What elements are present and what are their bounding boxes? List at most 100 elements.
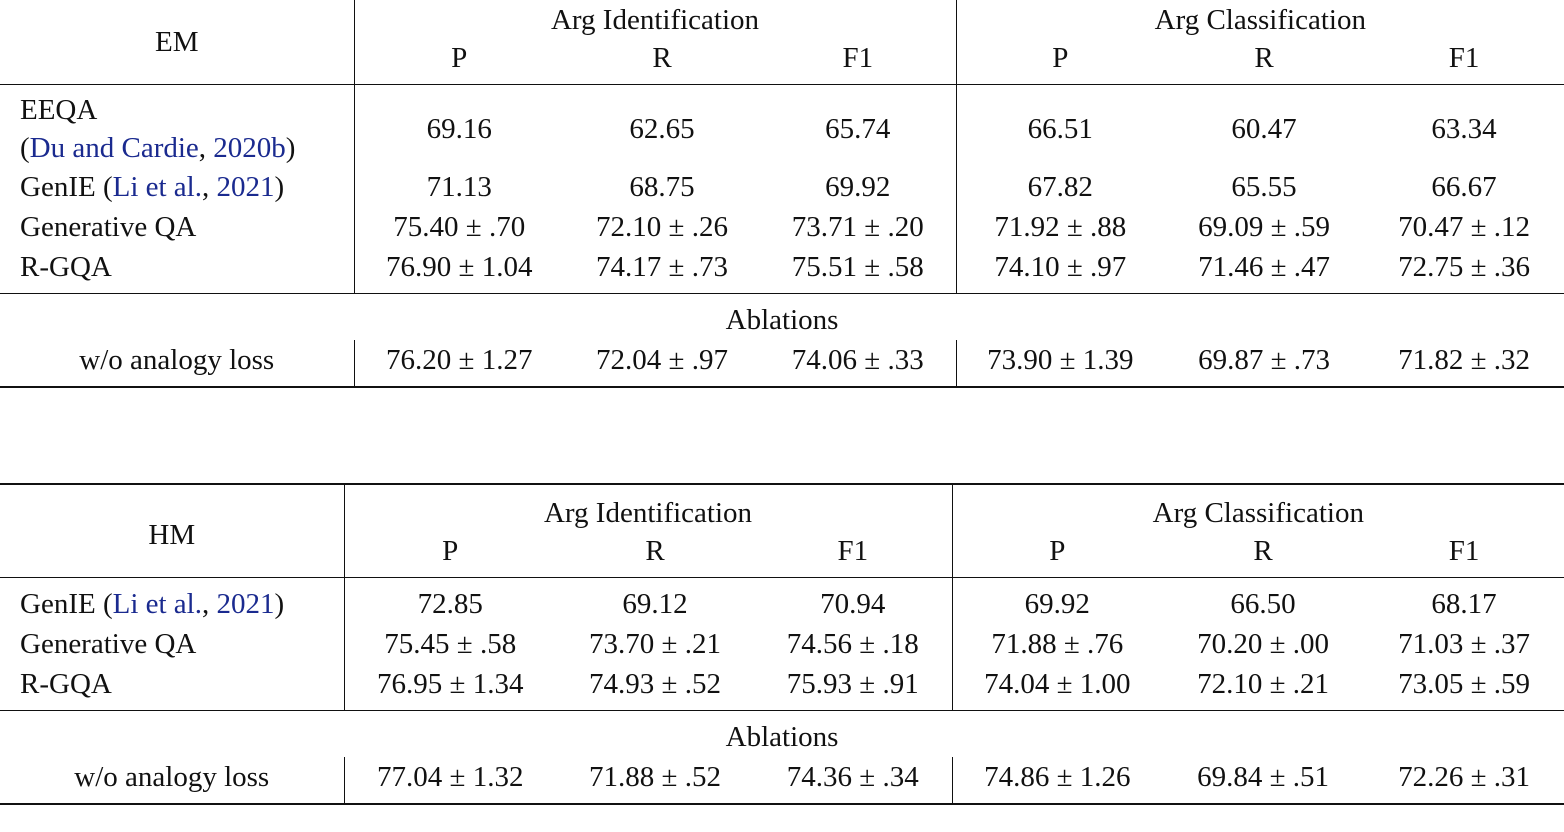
value-cell: 68.17 <box>1364 577 1564 624</box>
model-name: Generative QA <box>20 211 197 243</box>
citation-year-link[interactable]: 2020b <box>213 132 286 164</box>
value-cell: 75.40 ± .70 <box>353 207 564 247</box>
citation[interactable]: (Li et al., 2021) <box>102 588 285 620</box>
value-cell: 69.84 ± .51 <box>1162 757 1365 805</box>
value-cell: 72.85 <box>343 577 556 624</box>
value-cell: 72.04 ± .97 <box>564 340 760 388</box>
value-cell: 71.03 ± .37 <box>1398 628 1530 660</box>
citation-year-link[interactable]: 2021 <box>216 588 275 620</box>
hm-header-group-row: HM Arg Identification Arg Classification <box>0 483 1564 578</box>
value-cell: 75.51 ± .58 <box>791 251 924 283</box>
citation-authors-link[interactable]: Li et al. <box>112 171 202 203</box>
table-row: w/o analogy loss 76.20 ± 1.27 72.04 ± .9… <box>0 340 1564 388</box>
value-cell: 71.88 ± .52 <box>556 757 754 805</box>
value-cell: 73.71 ± .20 <box>791 211 924 243</box>
citation-authors-link[interactable]: Li et al. <box>112 588 202 620</box>
value-cell: 69.92 <box>825 171 891 203</box>
em-subheader-f1: F1 <box>842 42 874 74</box>
value-cell: 69.09 ± .59 <box>1198 211 1330 243</box>
value-cell: 76.90 ± 1.04 <box>353 247 564 294</box>
hm-subheader-p: P <box>951 531 1163 578</box>
citation[interactable]: (Du and Cardie, 2020b) <box>20 132 296 164</box>
hm-subheader-row: P R F1 P R F1 <box>0 531 1564 578</box>
value-cell: 72.75 ± .36 <box>1398 251 1530 283</box>
value-cell: 65.74 <box>760 84 957 167</box>
value-cell: 63.34 <box>1364 84 1564 167</box>
model-name: GenIE <box>20 171 103 203</box>
model-name: Generative QA <box>20 628 197 660</box>
em-subheader-r: R <box>652 42 672 74</box>
table-row: GenIE (Li et al., 2021) 72.85 69.12 70.9… <box>0 577 1564 624</box>
hm-subheader-p: P <box>343 531 556 578</box>
em-group-arg-classification: Arg Classification <box>955 0 1564 38</box>
value-cell: 65.55 <box>1231 171 1297 203</box>
table-row: Generative QA 75.45 ± .58 73.70 ± .21 74… <box>0 624 1564 664</box>
value-cell: 69.16 <box>353 84 564 167</box>
em-subheader-p: P <box>955 38 1165 85</box>
em-subheader-r: R <box>1254 42 1274 74</box>
value-cell: 72.26 ± .31 <box>1364 757 1564 805</box>
value-cell: 75.45 ± .58 <box>343 624 556 664</box>
value-cell: 69.92 <box>951 577 1163 624</box>
value-cell: 66.50 <box>1162 577 1365 624</box>
table-row: R-GQA 76.90 ± 1.04 74.17 ± .73 75.51 ± .… <box>0 247 1564 294</box>
model-name: R-GQA <box>20 251 112 283</box>
ablations-title-row: Ablations <box>0 293 1564 340</box>
value-cell: 69.12 <box>556 577 754 624</box>
value-cell: 70.47 ± .12 <box>1398 211 1530 243</box>
value-cell: 62.65 <box>564 84 760 167</box>
value-cell: 67.82 <box>955 167 1165 207</box>
model-name-cell: GenIE (Li et al., 2021) <box>0 577 344 624</box>
value-cell: 71.92 ± .88 <box>955 207 1165 247</box>
em-group-arg-identification: Arg Identification <box>353 0 957 38</box>
citation[interactable]: (Li et al., 2021) <box>102 171 285 203</box>
value-cell: 71.88 ± .76 <box>951 624 1163 664</box>
value-cell: 71.82 ± .32 <box>1364 340 1564 388</box>
hm-group-arg-classification: Arg Classification <box>951 483 1564 531</box>
model-name-cell: EEQA (Du and Cardie, 2020b) <box>0 84 354 167</box>
value-cell: 75.93 ± .91 <box>786 668 919 700</box>
value-cell: 69.87 ± .73 <box>1164 340 1365 388</box>
value-cell: 76.20 ± 1.27 <box>353 340 564 388</box>
value-cell: 73.70 ± .21 <box>589 628 721 660</box>
em-results-table: EM Arg Identification Arg Classification… <box>0 0 1564 388</box>
hm-subheader-f1: F1 <box>1448 535 1480 567</box>
value-cell: 74.36 ± .34 <box>754 757 953 805</box>
hm-subheader-r: R <box>1253 535 1273 567</box>
value-cell: 70.94 <box>754 577 953 624</box>
value-cell: 74.10 ± .97 <box>955 247 1165 294</box>
value-cell: 66.51 <box>955 84 1165 167</box>
value-cell: 72.10 ± .26 <box>596 211 728 243</box>
model-name: EEQA <box>20 94 98 126</box>
model-name: R-GQA <box>20 668 112 700</box>
table-row: Generative QA 75.40 ± .70 72.10 ± .26 73… <box>0 207 1564 247</box>
model-name: GenIE <box>20 588 103 620</box>
em-metric-label: EM <box>155 26 199 58</box>
value-cell: 76.95 ± 1.34 <box>343 664 556 711</box>
hm-subheader-f1: F1 <box>837 535 869 567</box>
value-cell: 74.04 ± 1.00 <box>951 664 1163 711</box>
hm-results-table: HM Arg Identification Arg Classification… <box>0 483 1564 805</box>
value-cell: 73.05 ± .59 <box>1398 668 1530 700</box>
ablations-title: Ablations <box>0 293 1564 340</box>
table-row: EEQA (Du and Cardie, 2020b) 69.16 62.65 … <box>0 84 1564 167</box>
model-name-cell: GenIE (Li et al., 2021) <box>0 167 354 207</box>
table-row: GenIE (Li et al., 2021) 71.13 68.75 69.9… <box>0 167 1564 207</box>
hm-group-arg-identification: Arg Identification <box>343 483 953 531</box>
value-cell: 74.86 ± 1.26 <box>951 757 1163 805</box>
model-name: w/o analogy loss <box>0 340 354 388</box>
table-row: R-GQA 76.95 ± 1.34 74.93 ± .52 75.93 ± .… <box>0 664 1564 711</box>
em-subheader-row: P R F1 P R F1 <box>0 38 1564 85</box>
hm-subheader-r: R <box>645 535 665 567</box>
value-cell: 66.67 <box>1431 171 1497 203</box>
value-cell: 68.75 <box>629 171 695 203</box>
ablations-title-row: Ablations <box>0 710 1564 757</box>
table-row: w/o analogy loss 77.04 ± 1.32 71.88 ± .5… <box>0 757 1564 805</box>
value-cell: 74.93 ± .52 <box>589 668 721 700</box>
value-cell: 74.17 ± .73 <box>596 251 728 283</box>
citation-year-link[interactable]: 2021 <box>216 171 275 203</box>
value-cell: 72.10 ± .21 <box>1197 668 1329 700</box>
model-name: w/o analogy loss <box>0 757 344 805</box>
value-cell: 60.47 <box>1164 84 1365 167</box>
citation-authors-link[interactable]: Du and Cardie <box>29 132 199 164</box>
